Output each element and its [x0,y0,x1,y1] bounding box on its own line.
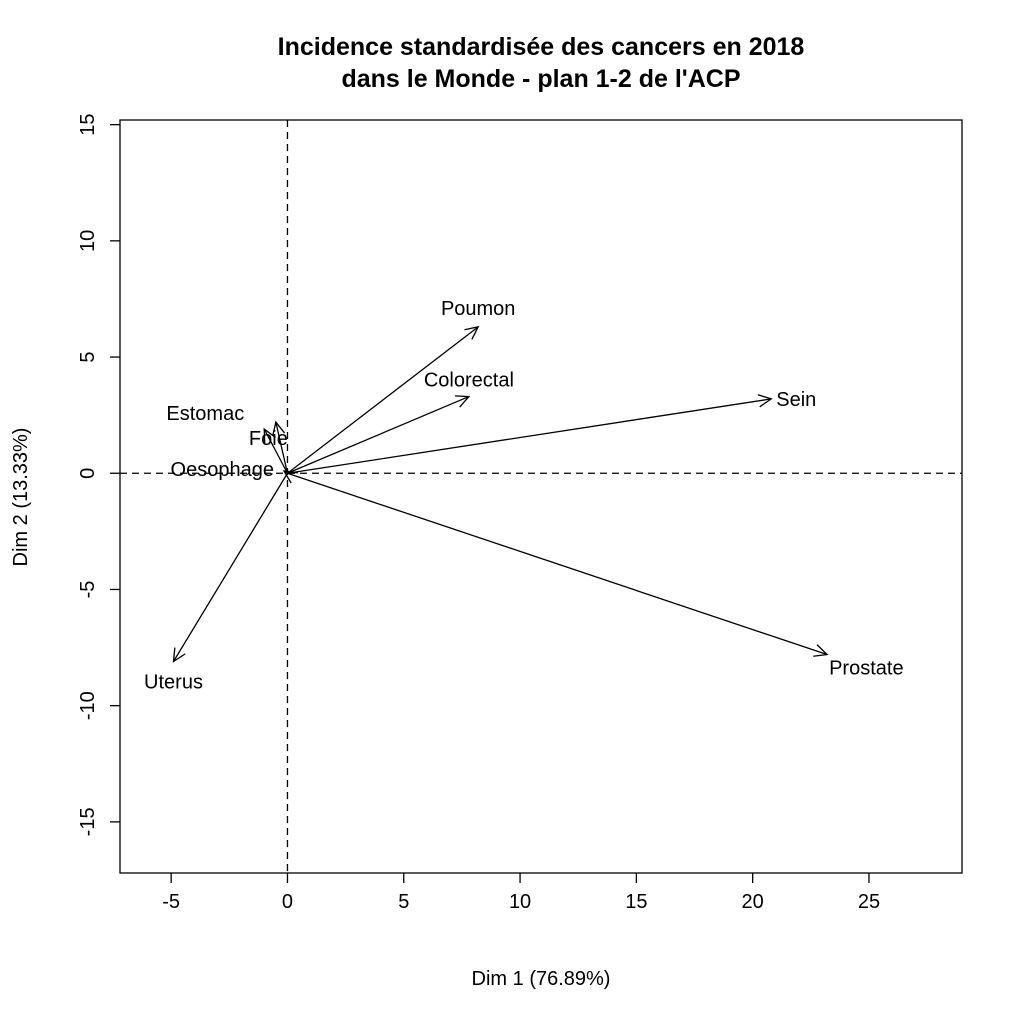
arrow-prostate [287,472,828,656]
x-tick-label: -5 [162,891,180,913]
y-tick-label: -15 [77,807,99,836]
arrow-sein [287,398,772,474]
x-tick-label: 15 [625,891,647,913]
arrowhead-estomac [263,427,276,444]
variable-label-estomac: Estomac [166,403,244,425]
arrowhead-prostate [813,644,829,657]
y-tick-label: -10 [77,691,99,720]
variable-label-oesophage: Oesophage [171,459,274,481]
variable-label-sein: Sein [776,389,816,411]
arrow-colorectal [287,395,470,474]
arrowhead-colorectal [454,395,471,408]
plot-frame [119,119,963,874]
x-tick-label: 0 [282,891,293,913]
arrowhead-oesophage [282,470,298,484]
variable-label-foie: Foie [249,428,288,450]
chart-title-line-1: Incidence standardisée des cancers en 20… [278,33,805,61]
arrow-estomac [263,428,289,474]
arrowhead-poumon [464,325,480,340]
x-tick-label: 5 [398,891,409,913]
x-tick-label: 10 [509,891,531,913]
arrowhead-foie [272,420,286,436]
x-tick-label: 20 [742,891,764,913]
arrow-poumon [287,326,479,474]
arrow-foie [275,421,289,474]
x-axis-label: Dim 1 (76.89%) [472,968,611,990]
y-tick-label: -5 [77,581,99,599]
variable-label-prostate: Prostate [829,658,903,680]
variable-label-poumon: Poumon [441,298,516,320]
y-tick-label: 15 [77,114,99,136]
y-tick-label: 10 [77,230,99,252]
arrow-uterus [172,472,289,662]
arrowhead-uterus [172,647,186,663]
chart-title-line-2: dans le Monde - plan 1-2 de l'ACP [341,65,740,93]
y-axis-label: Dim 2 (13.33%) [10,428,32,567]
y-tick-label: 5 [77,351,99,362]
variable-label-uterus: Uterus [144,672,203,694]
x-tick-label: 25 [858,891,880,913]
arrowhead-sein [757,394,773,408]
plot-area: -5 0 5 10 15 20 25 -15 -10 -5 0 5 10 15 Poumon Colorect… [77,114,963,913]
y-tick-label: 0 [77,468,99,479]
variable-label-colorectal: Colorectal [424,370,514,392]
